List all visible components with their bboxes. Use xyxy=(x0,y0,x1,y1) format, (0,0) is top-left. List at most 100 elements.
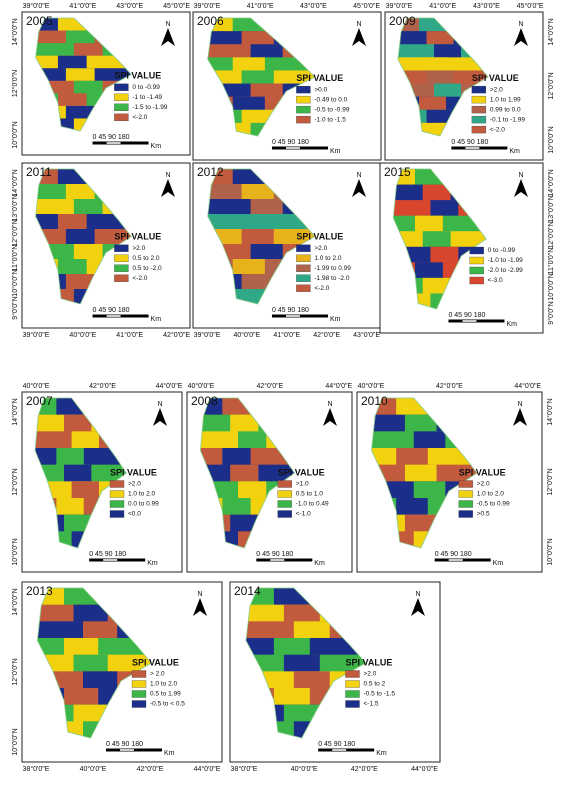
map-zone xyxy=(232,259,265,275)
panel-year: 2012 xyxy=(197,165,224,179)
latitude-label: 14°0'0"N xyxy=(11,588,19,615)
legend-swatch xyxy=(345,700,360,708)
map-zone xyxy=(434,44,462,59)
map-outline xyxy=(397,17,489,137)
map-zone xyxy=(283,654,320,673)
legend-label: -0.1 to -1.99 xyxy=(490,116,525,123)
legend-swatch xyxy=(469,276,484,285)
longitude-label: 42°0'0"E xyxy=(89,382,116,390)
legend-swatch xyxy=(296,254,311,262)
panel-year: 2013 xyxy=(26,584,53,598)
legend-label: 0 to -0.99 xyxy=(488,247,516,254)
scale-unit: Km xyxy=(376,750,387,757)
map-zone xyxy=(64,414,92,433)
legend-label: >2.0 xyxy=(132,245,145,252)
legend-label: -0.5 to -0.99 xyxy=(314,106,349,113)
legend-swatch xyxy=(114,93,129,101)
legend-swatch xyxy=(296,274,311,282)
legend-swatch xyxy=(277,490,292,498)
longitude-label: 42°0'0"E xyxy=(351,765,378,773)
scale-unit: Km xyxy=(151,143,162,150)
map-zone xyxy=(273,688,310,706)
legend-swatch xyxy=(458,510,473,518)
longitude-label: 39°0'0"E xyxy=(386,2,413,10)
legend-swatch xyxy=(296,244,311,252)
longitude-label: 40°0'0"E xyxy=(358,382,385,390)
map-outline xyxy=(392,168,487,310)
legend-swatch xyxy=(109,500,125,508)
latitude-label: 12°0'0"N xyxy=(11,70,19,97)
map-zone xyxy=(73,199,103,215)
north-label: N xyxy=(517,401,522,408)
legend-swatch xyxy=(109,480,125,488)
legend-swatch xyxy=(277,510,292,518)
legend-title: SPI VALUE xyxy=(472,73,519,83)
map-zone xyxy=(293,671,330,689)
legend-swatch xyxy=(296,284,311,292)
map-zone xyxy=(73,704,108,723)
map-zone xyxy=(57,93,87,107)
longitude-label: 41°0'0"E xyxy=(429,2,456,10)
legend-label: >2.0 xyxy=(314,245,327,252)
scale-label: 0 45 90 180 xyxy=(89,551,126,558)
legend-swatch xyxy=(277,480,292,488)
legend-label: >0.5 xyxy=(477,511,490,518)
longitude-label: 43°0'0"E xyxy=(473,2,500,10)
scale-label: 0 45 90 180 xyxy=(318,741,355,748)
legend-label: <-2.0 xyxy=(132,114,147,121)
latitude-label: 12°0'0"N xyxy=(11,468,19,495)
legend-swatch xyxy=(458,490,473,498)
map-zone xyxy=(56,448,84,466)
longitude-label: 43°0'0"E xyxy=(300,2,327,10)
scale-label: 0 45 90 180 xyxy=(106,741,143,748)
panel-year: 2006 xyxy=(197,14,224,28)
longitude-label: 40°0'0"E xyxy=(291,765,318,773)
longitude-label: 45°0'0"E xyxy=(353,2,380,10)
latitude-label: 10°0'0"N xyxy=(11,269,19,296)
map-zone xyxy=(65,184,95,200)
latitude-label: 10°0'0"N xyxy=(547,126,555,153)
map-zone xyxy=(57,214,87,230)
legend-swatch xyxy=(471,115,487,124)
map-zone xyxy=(273,638,310,656)
legend-label: -0.5 to -1.5 xyxy=(364,691,396,698)
legend-label: -1.98 to -2.0 xyxy=(314,275,349,282)
legend-label: 1.0 to 1.99 xyxy=(490,96,521,103)
legend-swatch xyxy=(131,680,147,688)
scale-unit: Km xyxy=(147,560,158,567)
longitude-label: 42°0'0"E xyxy=(137,765,164,773)
map-zone xyxy=(241,229,274,245)
legend-swatch xyxy=(131,670,147,678)
latitude-label: 10°0'0"N xyxy=(547,273,555,300)
longitude-label: 39°0'0"E xyxy=(23,2,50,10)
longitude-label: 41°0'0"E xyxy=(116,331,143,339)
latitude-label: 13°0'0"N xyxy=(547,195,555,222)
latitude-label: 11°0'0"N xyxy=(547,248,555,275)
legend-swatch xyxy=(114,264,129,272)
north-arrow xyxy=(514,179,528,197)
map-outline xyxy=(199,397,296,549)
scale-bar xyxy=(285,147,300,149)
scale-bar xyxy=(462,320,477,322)
legend-label: 0.5 to 2 xyxy=(364,681,386,688)
legend-title: SPI VALUE xyxy=(114,71,161,81)
legend-label: -2.0 to -2.99 xyxy=(488,267,523,274)
latitude-label: 10°0'0"N xyxy=(546,538,554,565)
map-zone xyxy=(83,621,118,639)
legend-label: <0.0 xyxy=(128,511,141,518)
map-zone xyxy=(396,498,428,516)
map-zone xyxy=(57,55,87,70)
map-panel: 2011 N SPI VALUE >2.0 0.5 to 2.0 0.5 to -2.0 <… xyxy=(11,162,191,339)
north-arrow xyxy=(161,179,175,197)
legend-swatch xyxy=(296,115,311,124)
legend-swatch xyxy=(114,83,129,91)
legend-swatch xyxy=(277,500,292,508)
legend-swatch xyxy=(345,680,360,688)
map-panel: 2005 N SPI VALUE 0 to -0.99 -1 to -1.49 -1.5 … xyxy=(11,2,191,156)
map-zone xyxy=(283,604,320,623)
map-zone xyxy=(422,231,451,248)
legend-swatch xyxy=(469,266,484,275)
longitude-label: 44°0'0"E xyxy=(325,382,352,390)
legend-label: >0.0 xyxy=(314,86,327,93)
scale-unit: Km xyxy=(506,321,517,328)
